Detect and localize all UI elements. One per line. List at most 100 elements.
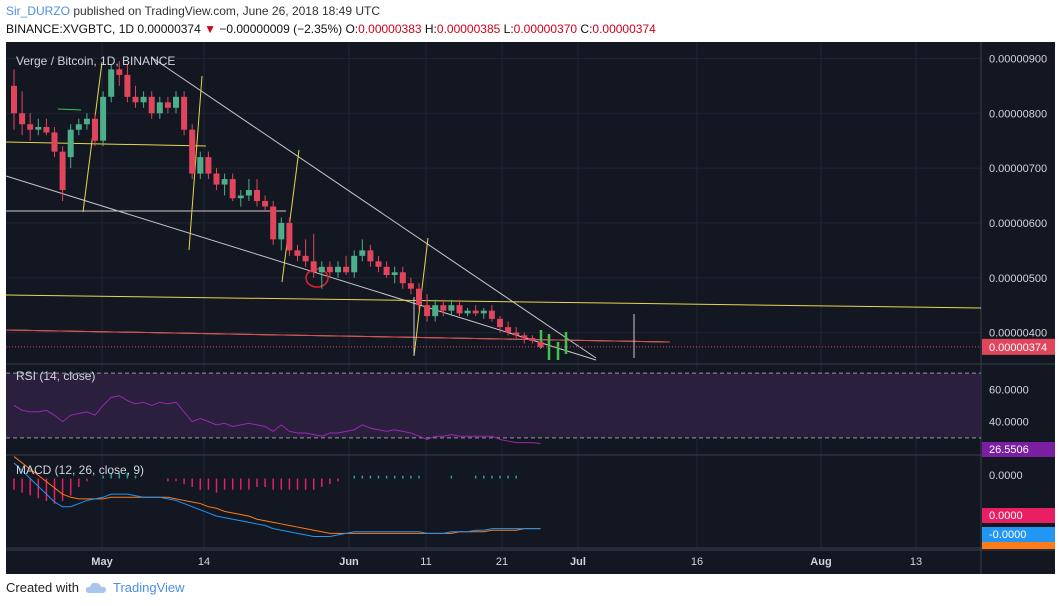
open-label: O: xyxy=(345,22,359,36)
time-tick-0: May xyxy=(91,556,113,568)
candle-body-53 xyxy=(440,305,447,311)
time-tick-6: 16 xyxy=(691,556,703,568)
time-tick-2: Jun xyxy=(339,556,359,568)
candle-body-6 xyxy=(59,151,66,191)
candle-body-19 xyxy=(164,102,171,108)
candle-body-50 xyxy=(416,288,422,306)
macd-tick-0: 0.0000 xyxy=(989,470,1023,482)
candle-body-62 xyxy=(513,332,520,336)
grid xyxy=(6,42,1055,574)
footer: Created with TradingView xyxy=(6,580,185,595)
candle-body-27 xyxy=(229,179,236,199)
candle-body-1 xyxy=(19,113,26,125)
candle-body-15 xyxy=(132,96,139,103)
candle-body-21 xyxy=(181,96,188,130)
macd-signal-badge xyxy=(982,542,1055,549)
candle-body-16 xyxy=(140,96,147,103)
candle-body-2 xyxy=(27,124,34,130)
trend-line-9 xyxy=(281,149,300,283)
candle-body-58 xyxy=(480,310,487,314)
low-label: L: xyxy=(503,22,514,36)
candle-body-8 xyxy=(75,124,82,130)
candle-body-51 xyxy=(424,305,431,317)
candle-body-17 xyxy=(148,96,155,114)
candle-body-3 xyxy=(35,126,42,130)
close-value: 0.00000374 xyxy=(592,22,656,36)
candle-body-61 xyxy=(505,327,512,333)
candle-body-12 xyxy=(108,69,115,97)
tradingview-link[interactable]: TradingView xyxy=(112,580,185,595)
last-price-badge xyxy=(982,338,1055,355)
candle-body-0 xyxy=(11,85,17,114)
candle-body-63 xyxy=(521,335,528,339)
rsi-line xyxy=(13,395,541,444)
axes: 0.00000900 0.00000800 0.00000700 0.00000600… xyxy=(91,53,1055,568)
symbol-label: BINANCE:XVGBTC, 1D xyxy=(6,22,135,36)
macd-plot xyxy=(13,456,541,537)
time-tick-1: 14 xyxy=(198,556,210,568)
macd-line-badge xyxy=(982,527,1055,542)
candle-body-60 xyxy=(497,318,503,328)
candle-body-45 xyxy=(375,261,382,267)
candle-body-7 xyxy=(67,129,74,158)
high-label: H: xyxy=(424,22,437,36)
trend-line-8 xyxy=(188,75,203,251)
price-tick-3: 0.00000600 xyxy=(989,218,1047,230)
trend-drawings xyxy=(5,56,982,361)
high-value: 0.00000385 xyxy=(436,22,501,36)
candle-body-48 xyxy=(399,272,406,284)
candle-body-29 xyxy=(245,190,252,196)
candle-body-18 xyxy=(156,102,163,114)
chart-svg[interactable]: 0.00000900 0.00000800 0.00000700 0.00000600… xyxy=(5,42,1055,574)
candle-body-26 xyxy=(221,179,228,185)
candle-body-13 xyxy=(116,69,123,75)
last-price-badge-text: 0.00000374 xyxy=(989,342,1047,354)
candle-body-52 xyxy=(432,305,439,317)
price-tick-5: 0.00000400 xyxy=(989,328,1047,340)
price-tick-2: 0.00000700 xyxy=(989,163,1047,175)
candle-body-23 xyxy=(197,157,204,174)
open-value: 0.00000383 xyxy=(358,22,422,36)
candle-body-20 xyxy=(173,96,179,108)
candle-body-28 xyxy=(237,195,244,199)
candle-body-33 xyxy=(278,222,285,240)
candle-body-49 xyxy=(407,283,414,289)
last-price: 0.00000374 xyxy=(137,22,201,36)
created-with-text: Created with xyxy=(6,580,79,595)
price-tick-0: 0.00000900 xyxy=(989,53,1047,65)
trend-line-13 xyxy=(57,108,82,111)
candle-body-34 xyxy=(286,222,293,251)
candles xyxy=(11,61,544,350)
candle-body-41 xyxy=(343,266,350,273)
price-tick-1: 0.00000800 xyxy=(989,108,1047,120)
candle-body-37 xyxy=(310,261,317,273)
candle-body-57 xyxy=(472,310,479,314)
candle-body-14 xyxy=(124,74,131,97)
candle-body-30 xyxy=(254,190,260,201)
rsi-band-fill xyxy=(6,373,981,438)
time-tick-7: Aug xyxy=(810,556,831,568)
chart-area[interactable]: 0.00000900 0.00000800 0.00000700 0.00000600… xyxy=(5,42,1055,574)
candle-body-47 xyxy=(391,272,398,276)
trend-line-3 xyxy=(5,141,207,147)
rsi-tick-0: 60.0000 xyxy=(989,384,1029,396)
triangle-down-icon: ▼ xyxy=(204,22,217,36)
price-tick-4: 0.00000500 xyxy=(989,273,1047,285)
symbol-info: BINANCE:XVGBTC, 1D 0.00000374 ▼ −0.00000… xyxy=(6,22,656,36)
price-change: −0.00000009 (−2.35%) xyxy=(219,22,343,36)
time-tick-8: 13 xyxy=(910,556,922,568)
trend-line-1 xyxy=(150,56,597,359)
candle-body-56 xyxy=(464,310,471,314)
author-link[interactable]: Sir_DURZO xyxy=(6,4,71,18)
publish-info: Sir_DURZO published on TradingView.com, … xyxy=(6,4,380,18)
candle-body-5 xyxy=(51,132,58,152)
candle-body-39 xyxy=(326,266,333,273)
candle-body-10 xyxy=(92,118,98,141)
candle-body-55 xyxy=(456,305,463,314)
candle-body-24 xyxy=(205,157,212,174)
tradingview-cloud-icon xyxy=(85,582,106,593)
candle-body-4 xyxy=(43,126,50,133)
trend-line-0 xyxy=(5,175,597,361)
candle-body-31 xyxy=(262,201,269,207)
candle-body-25 xyxy=(213,173,220,185)
